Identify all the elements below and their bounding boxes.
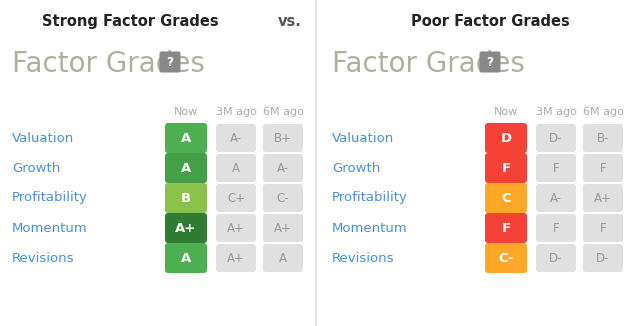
Text: D-: D- bbox=[596, 251, 610, 264]
Text: F: F bbox=[553, 221, 559, 234]
Text: A+: A+ bbox=[274, 221, 292, 234]
FancyBboxPatch shape bbox=[263, 244, 303, 272]
FancyBboxPatch shape bbox=[165, 183, 207, 213]
Text: Profitability: Profitability bbox=[12, 191, 88, 204]
Text: B: B bbox=[181, 191, 191, 204]
FancyBboxPatch shape bbox=[216, 124, 256, 152]
FancyBboxPatch shape bbox=[216, 154, 256, 182]
Text: D-: D- bbox=[549, 131, 563, 144]
FancyBboxPatch shape bbox=[216, 214, 256, 242]
Text: F: F bbox=[553, 161, 559, 174]
Text: Factor Grades: Factor Grades bbox=[12, 50, 205, 78]
Text: F: F bbox=[501, 161, 511, 174]
Text: Growth: Growth bbox=[332, 161, 380, 174]
Text: F: F bbox=[501, 221, 511, 234]
Text: C-: C- bbox=[276, 191, 289, 204]
Text: D: D bbox=[500, 131, 511, 144]
Text: A: A bbox=[181, 251, 191, 264]
Text: A+: A+ bbox=[594, 191, 612, 204]
Text: A: A bbox=[232, 161, 240, 174]
FancyBboxPatch shape bbox=[165, 213, 207, 243]
Text: vs.: vs. bbox=[278, 14, 302, 29]
Text: C+: C+ bbox=[227, 191, 245, 204]
FancyBboxPatch shape bbox=[485, 153, 527, 183]
Text: A+: A+ bbox=[175, 221, 196, 234]
Text: 3M ago: 3M ago bbox=[536, 107, 577, 117]
Text: A: A bbox=[181, 131, 191, 144]
FancyBboxPatch shape bbox=[485, 183, 527, 213]
FancyBboxPatch shape bbox=[583, 154, 623, 182]
Text: Now: Now bbox=[494, 107, 518, 117]
Text: B+: B+ bbox=[274, 131, 292, 144]
Text: C: C bbox=[501, 191, 511, 204]
FancyBboxPatch shape bbox=[583, 244, 623, 272]
FancyBboxPatch shape bbox=[165, 123, 207, 153]
Text: Factor Grades: Factor Grades bbox=[332, 50, 525, 78]
FancyBboxPatch shape bbox=[479, 52, 500, 72]
FancyBboxPatch shape bbox=[263, 214, 303, 242]
FancyBboxPatch shape bbox=[165, 153, 207, 183]
Text: Growth: Growth bbox=[12, 161, 60, 174]
FancyBboxPatch shape bbox=[536, 244, 576, 272]
Text: ?: ? bbox=[166, 55, 173, 68]
FancyBboxPatch shape bbox=[485, 213, 527, 243]
Text: A-: A- bbox=[277, 161, 289, 174]
Text: Valuation: Valuation bbox=[332, 131, 394, 144]
Text: ?: ? bbox=[486, 55, 493, 68]
Text: Revisions: Revisions bbox=[332, 251, 394, 264]
FancyBboxPatch shape bbox=[263, 184, 303, 212]
FancyBboxPatch shape bbox=[165, 243, 207, 273]
FancyBboxPatch shape bbox=[536, 124, 576, 152]
Text: A: A bbox=[181, 161, 191, 174]
FancyBboxPatch shape bbox=[536, 184, 576, 212]
Text: C-: C- bbox=[499, 251, 514, 264]
Text: Valuation: Valuation bbox=[12, 131, 74, 144]
FancyBboxPatch shape bbox=[583, 124, 623, 152]
FancyBboxPatch shape bbox=[583, 214, 623, 242]
Text: Poor Factor Grades: Poor Factor Grades bbox=[411, 14, 570, 29]
Text: A-: A- bbox=[230, 131, 242, 144]
FancyBboxPatch shape bbox=[263, 124, 303, 152]
Text: Profitability: Profitability bbox=[332, 191, 408, 204]
FancyBboxPatch shape bbox=[216, 184, 256, 212]
Text: Revisions: Revisions bbox=[12, 251, 74, 264]
FancyBboxPatch shape bbox=[216, 244, 256, 272]
Text: Now: Now bbox=[174, 107, 198, 117]
FancyBboxPatch shape bbox=[536, 154, 576, 182]
Text: F: F bbox=[600, 221, 606, 234]
Text: D-: D- bbox=[549, 251, 563, 264]
Text: A: A bbox=[279, 251, 287, 264]
Text: Momentum: Momentum bbox=[332, 221, 408, 234]
Text: A+: A+ bbox=[227, 251, 245, 264]
Text: Strong Factor Grades: Strong Factor Grades bbox=[42, 14, 218, 29]
Text: A-: A- bbox=[550, 191, 562, 204]
Text: A+: A+ bbox=[227, 221, 245, 234]
FancyBboxPatch shape bbox=[159, 52, 180, 72]
FancyBboxPatch shape bbox=[536, 214, 576, 242]
FancyBboxPatch shape bbox=[485, 243, 527, 273]
Text: B-: B- bbox=[596, 131, 609, 144]
FancyBboxPatch shape bbox=[485, 123, 527, 153]
FancyBboxPatch shape bbox=[583, 184, 623, 212]
Text: 6M ago: 6M ago bbox=[582, 107, 623, 117]
Text: Momentum: Momentum bbox=[12, 221, 88, 234]
Text: F: F bbox=[600, 161, 606, 174]
Text: 3M ago: 3M ago bbox=[216, 107, 257, 117]
Text: 6M ago: 6M ago bbox=[262, 107, 303, 117]
FancyBboxPatch shape bbox=[263, 154, 303, 182]
